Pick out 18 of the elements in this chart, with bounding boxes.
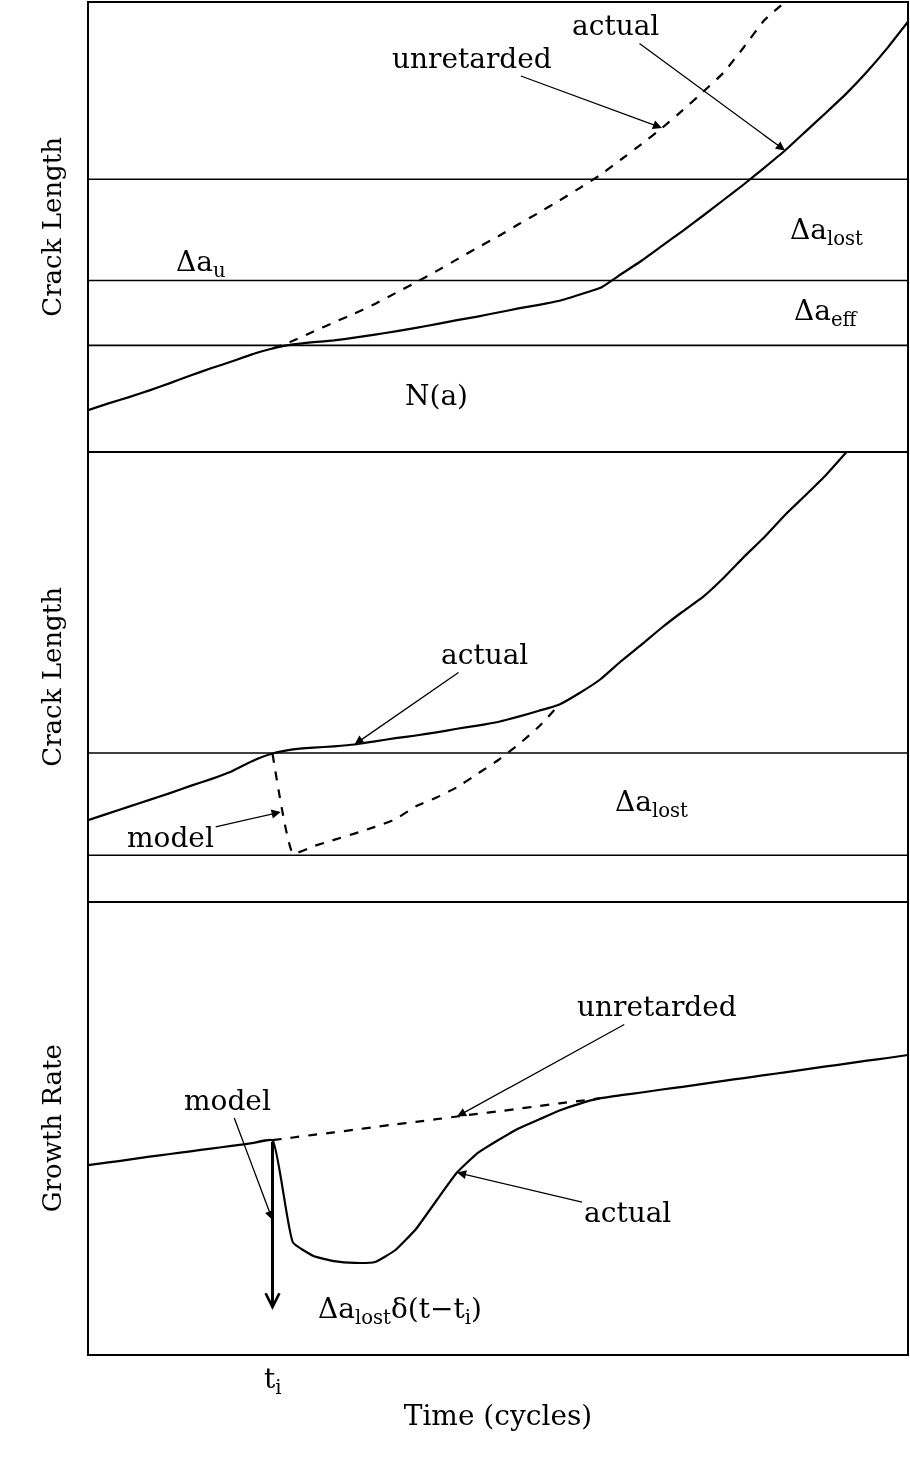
annotation: unretarded	[392, 42, 552, 75]
annotation: Δa$_{u}$	[176, 245, 226, 282]
text: t$_{i}$	[264, 1362, 282, 1399]
text: unretarded	[577, 990, 737, 1023]
y-axis-title: Crack Length	[36, 136, 67, 317]
annotation: model	[127, 821, 214, 854]
y-axis-title: Crack Length	[36, 586, 67, 767]
annotation: Δa$_{eff}$	[794, 294, 859, 331]
y-axis-title: Growth Rate	[37, 1044, 68, 1213]
annotation: actual	[441, 638, 529, 671]
x-axis-title: Time (cycles)	[403, 1399, 593, 1433]
annotation: actual	[572, 9, 660, 42]
annotation: Δa$_{lost}$	[790, 213, 864, 250]
annotation: Δa$_{lost}$	[615, 785, 689, 822]
annotation: N(a)	[405, 379, 469, 412]
annotation: Δa$_{lost}$δ(t−t$_{i}$)	[318, 1292, 482, 1329]
annotation: model	[184, 1084, 271, 1117]
annotation: actual	[584, 1196, 672, 1229]
